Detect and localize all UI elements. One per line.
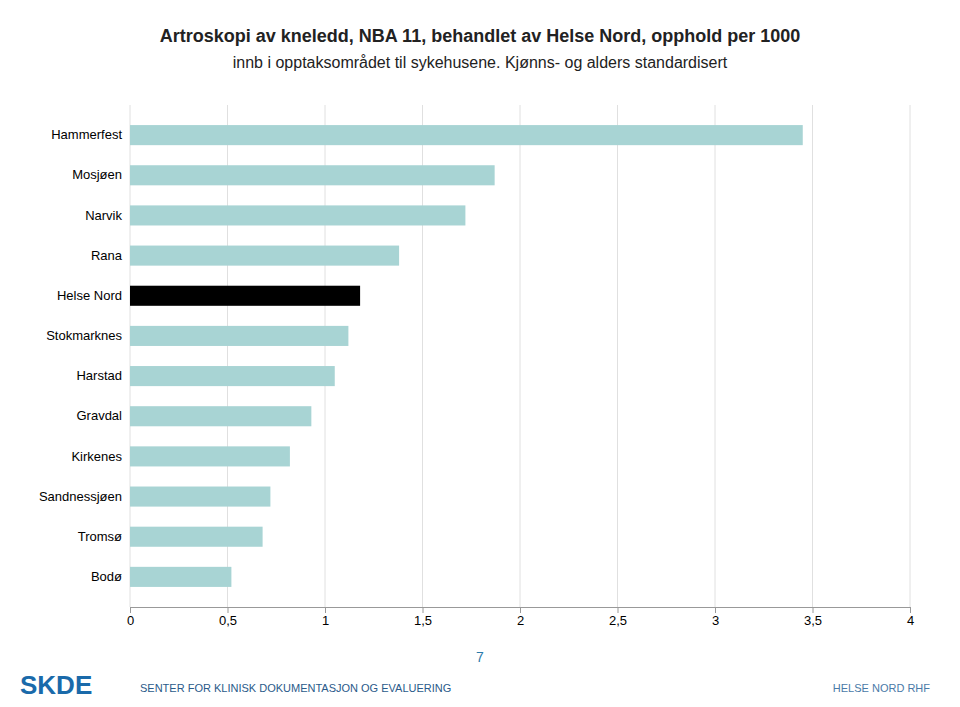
bar [130,366,335,386]
y-tick: Bodø [91,569,122,584]
x-tick-label: 0,5 [219,613,237,628]
bar [130,446,290,466]
grid-line [715,105,716,607]
y-tick-label: Rana [91,248,123,263]
x-tick: 2,5 [609,607,627,628]
y-tick: Narvik [85,208,122,223]
bar [130,286,360,306]
y-tick-label: Stokmarknes [46,328,122,343]
y-tick: Rana [91,248,123,263]
y-tick: Harstad [76,368,122,383]
y-tick-label: Sandnessjøen [39,489,122,504]
x-tick-label: 1 [322,613,329,628]
y-tick: Kirkenes [71,449,122,464]
bar [130,567,231,587]
title: Artroskopi av kneledd, NBA 11, behandlet… [160,26,801,46]
y-tick-label: Helse Nord [57,288,122,303]
x-tick-mark [813,607,814,613]
x-tick-label: 3,5 [804,613,822,628]
grid [130,105,910,607]
x-tick: 3,5 [804,607,822,628]
grid-line [812,105,813,607]
y-tick-label: Tromsø [78,529,122,544]
y-tick: Gravdal [76,408,122,423]
footer-text: SENTER FOR KLINISK DOKUMENTASJON OG EVAL… [140,682,451,694]
logo: SKDE [20,670,92,700]
bar [130,125,803,145]
x-tick: 4 [907,607,914,628]
bar [130,246,399,266]
x-axis-line [131,608,911,614]
plot-area: 0 0,5 1 1,5 2 2,5 3 3,5 4 Hammerfest Mosjøen Narvik… [39,105,914,628]
y-tick-label: Harstad [76,368,122,383]
bar [130,165,495,185]
x-tick-label: 4 [907,613,914,628]
y-tick-label: Narvik [85,208,122,223]
grid-line [520,105,521,607]
bar [130,326,348,346]
x-tick: 3 [712,607,719,628]
y-tick: Tromsø [78,529,122,544]
bars [130,125,803,587]
subtitle: innb i opptaksområdet til sykehusene. Kj… [233,54,728,71]
y-tick-label: Bodø [91,569,122,584]
y-tick-label: Mosjøen [72,167,122,182]
y-tick: Mosjøen [72,167,122,182]
y-tick-label: Gravdal [76,408,122,423]
x-tick: 0 [127,607,134,628]
x-tick: 1 [322,607,329,628]
x-tick-mark [325,607,326,613]
y-tick: Hammerfest [51,127,122,142]
y-axis: Hammerfest Mosjøen Narvik Rana Helse Nord Sto… [39,127,123,584]
x-tick-mark [130,607,131,613]
bar [130,205,465,225]
bar [130,406,311,426]
grid-line [617,105,618,607]
y-tick-label: Kirkenes [71,449,122,464]
x-tick-mark [423,607,424,613]
footer-text: HELSE NORD RHF [833,682,930,694]
bar [130,527,263,547]
y-tick: Sandnessjøen [39,489,122,504]
x-axis: 0 0,5 1 1,5 2 2,5 3 3,5 4 [127,607,914,628]
x-tick: 2 [517,607,524,628]
x-tick-mark [715,607,716,613]
x-tick-label: 2,5 [609,613,627,628]
y-tick: Stokmarknes [46,328,122,343]
x-tick-label: 2 [517,613,524,628]
x-tick-label: 0 [127,613,134,628]
x-tick-mark [618,607,619,613]
x-tick-label: 1,5 [414,613,432,628]
grid-line [910,105,911,607]
x-tick-label: 3 [712,613,719,628]
y-tick: Helse Nord [57,288,122,303]
x-tick-mark [910,607,911,613]
x-tick-mark [520,607,521,613]
chart: Artroskopi av kneledd, NBA 11, behandlet… [0,0,960,707]
page-number: 7 [476,649,484,665]
bar [130,487,270,507]
x-tick: 0,5 [219,607,237,628]
y-tick-label: Hammerfest [51,127,122,142]
x-tick-mark [228,607,229,613]
x-tick: 1,5 [414,607,432,628]
